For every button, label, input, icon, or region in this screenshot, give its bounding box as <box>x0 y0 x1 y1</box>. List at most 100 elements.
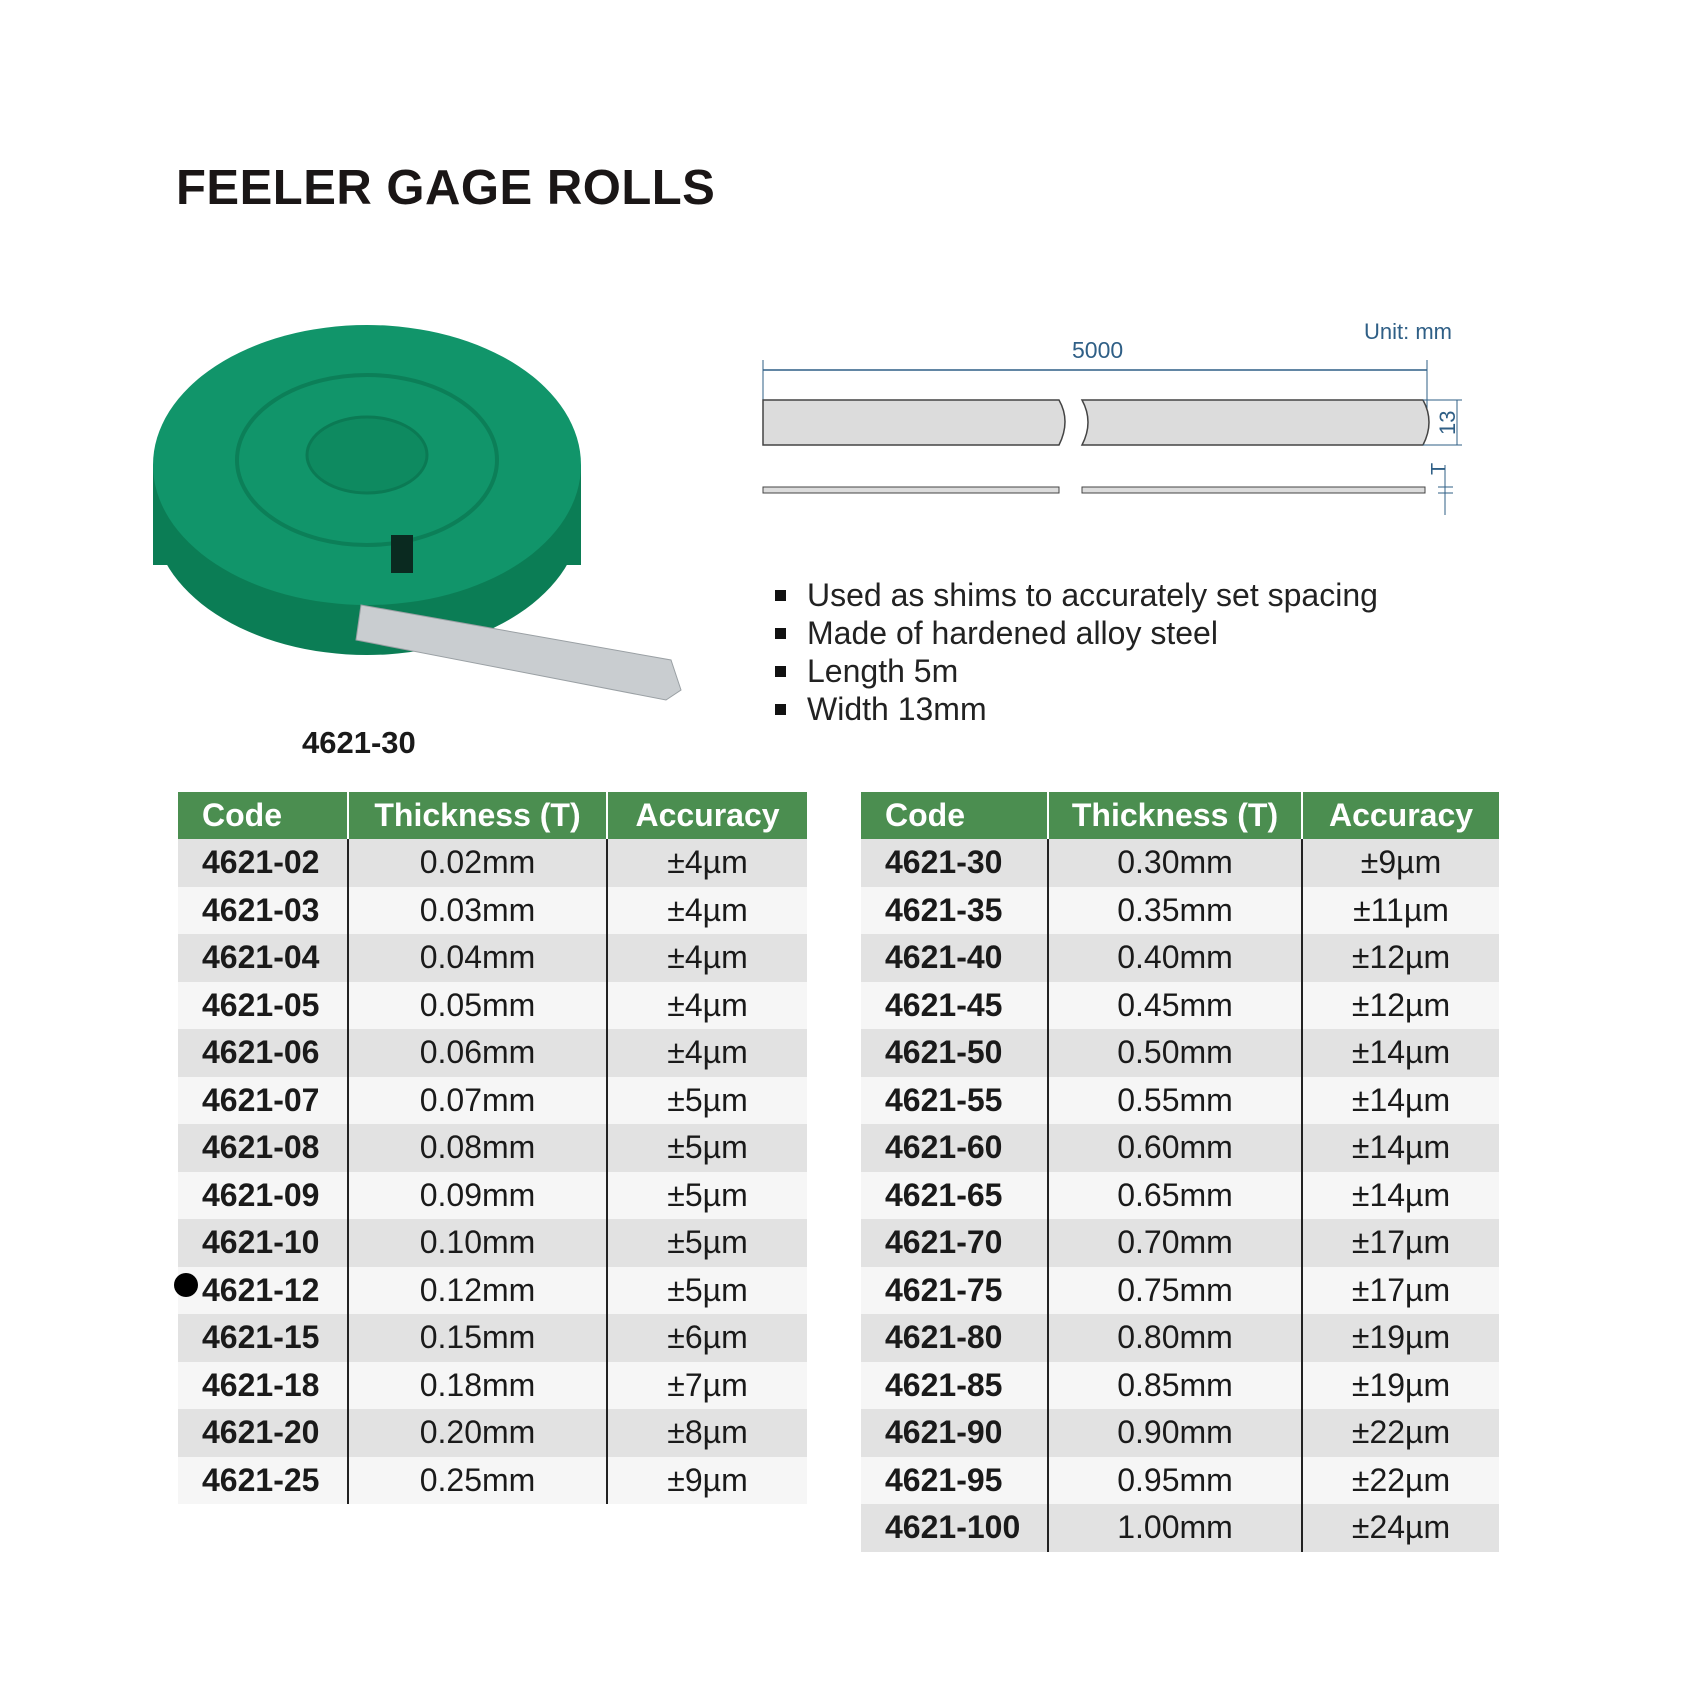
feature-item: Made of hardened alloy steel <box>775 614 1378 652</box>
table-row: 4621-25 0.25mm ±9µm <box>178 1456 807 1504</box>
code-cell: 4621-45 <box>861 981 1049 1029</box>
accuracy-cell: ±5µm <box>607 1076 807 1124</box>
table-row: 4621-05 0.05mm ±4µm <box>178 981 807 1029</box>
thickness-cell: 1.00mm <box>1048 1504 1303 1552</box>
thickness-cell: 0.03mm <box>348 886 608 934</box>
accuracy-cell: ±12µm <box>1302 981 1499 1029</box>
code-cell: 4621-03 <box>178 886 349 934</box>
table-row: 4621-12 0.12mm ±5µm <box>178 1266 807 1314</box>
thickness-cell: 0.45mm <box>1048 981 1303 1029</box>
column-header: Code <box>178 792 349 839</box>
code-cell: 4621-18 <box>178 1361 349 1409</box>
accuracy-cell: ±17µm <box>1302 1219 1499 1267</box>
table-row: 4621-65 0.65mm ±14µm <box>861 1171 1499 1219</box>
code-cell: 4621-35 <box>861 886 1049 934</box>
accuracy-cell: ±22µm <box>1302 1409 1499 1457</box>
thickness-cell: 0.15mm <box>348 1314 608 1362</box>
table-row: 4621-45 0.45mm ±12µm <box>861 981 1499 1029</box>
code-cell: 4621-50 <box>861 1029 1049 1077</box>
code-cell: 4621-100 <box>861 1504 1049 1552</box>
product-caption: 4621-30 <box>302 725 416 760</box>
bullet-icon <box>775 589 786 601</box>
column-header: Thickness (T) <box>348 792 608 839</box>
bullet-icon <box>775 665 786 677</box>
code-cell: 4621-07 <box>178 1076 349 1124</box>
feeler-gage-roll-image <box>153 325 682 701</box>
accuracy-cell: ±19µm <box>1302 1314 1499 1362</box>
code-cell: 4621-10 <box>178 1219 349 1267</box>
code-cell: 4621-65 <box>861 1171 1049 1219</box>
column-header: Thickness (T) <box>1048 792 1303 839</box>
table-row: 4621-04 0.04mm ±4µm <box>178 934 807 982</box>
code-cell: 4621-08 <box>178 1124 349 1172</box>
thickness-cell: 0.08mm <box>348 1124 608 1172</box>
strip-side-view-right <box>1081 486 1426 494</box>
thickness-cell: 0.95mm <box>1048 1456 1303 1504</box>
thickness-cell: 0.05mm <box>348 981 608 1029</box>
page-title: FEELER GAGE ROLLS <box>176 161 716 215</box>
thickness-label: T <box>1428 463 1450 475</box>
accuracy-cell: ±4µm <box>607 981 807 1029</box>
accuracy-cell: ±5µm <box>607 1171 807 1219</box>
table-row: 4621-55 0.55mm ±14µm <box>861 1076 1499 1124</box>
table-row: 4621-02 0.02mm ±4µm <box>178 839 807 887</box>
width-label: 13 <box>1435 411 1460 435</box>
accuracy-cell: ±5µm <box>607 1124 807 1172</box>
table-row: 4621-50 0.50mm ±14µm <box>861 1029 1499 1077</box>
table-row: 4621-40 0.40mm ±12µm <box>861 934 1499 982</box>
table-row: 4621-90 0.90mm ±22µm <box>861 1409 1499 1457</box>
code-cell: 4621-20 <box>178 1409 349 1457</box>
table-row: 4621-85 0.85mm ±19µm <box>861 1361 1499 1409</box>
table-row: 4621-09 0.09mm ±5µm <box>178 1171 807 1219</box>
code-cell: 4621-40 <box>861 934 1049 982</box>
code-cell: 4621-06 <box>178 1029 349 1077</box>
table-row: 4621-100 1.00mm ±24µm <box>861 1504 1499 1552</box>
accuracy-cell: ±17µm <box>1302 1266 1499 1314</box>
feature-item: Width 13mm <box>775 690 1378 728</box>
accuracy-cell: ±6µm <box>607 1314 807 1362</box>
code-cell: 4621-60 <box>861 1124 1049 1172</box>
column-header: Accuracy <box>607 792 807 839</box>
thickness-cell: 0.85mm <box>1048 1361 1303 1409</box>
table-row: 4621-06 0.06mm ±4µm <box>178 1029 807 1077</box>
column-header: Accuracy <box>1302 792 1499 839</box>
thickness-cell: 0.75mm <box>1048 1266 1303 1314</box>
strip-top-view-right <box>1080 399 1430 446</box>
accuracy-cell: ±14µm <box>1302 1171 1499 1219</box>
code-cell: 4621-30 <box>861 839 1049 887</box>
table-row: 4621-75 0.75mm ±17µm <box>861 1266 1499 1314</box>
thickness-cell: 0.09mm <box>348 1171 608 1219</box>
table-header-row: Code Thickness (T) Accuracy <box>861 792 1499 839</box>
thickness-cell: 0.07mm <box>348 1076 608 1124</box>
code-cell: 4621-12 <box>178 1266 349 1314</box>
accuracy-cell: ±11µm <box>1302 886 1499 934</box>
table-row: 4621-08 0.08mm ±5µm <box>178 1124 807 1172</box>
thickness-cell: 0.04mm <box>348 934 608 982</box>
thickness-cell: 0.60mm <box>1048 1124 1303 1172</box>
thickness-cell: 0.70mm <box>1048 1219 1303 1267</box>
code-cell: 4621-55 <box>861 1076 1049 1124</box>
code-cell: 4621-15 <box>178 1314 349 1362</box>
accuracy-cell: ±5µm <box>607 1266 807 1314</box>
table-row: 4621-10 0.10mm ±5µm <box>178 1219 807 1267</box>
length-label: 5000 <box>1072 337 1123 363</box>
table-row: 4621-07 0.07mm ±5µm <box>178 1076 807 1124</box>
thickness-cell: 0.10mm <box>348 1219 608 1267</box>
accuracy-cell: ±14µm <box>1302 1124 1499 1172</box>
code-cell: 4621-85 <box>861 1361 1049 1409</box>
feature-list: Used as shims to accurately set spacing … <box>775 576 1378 728</box>
table-row: 4621-20 0.20mm ±8µm <box>178 1409 807 1457</box>
table-row: 4621-95 0.95mm ±22µm <box>861 1456 1499 1504</box>
thickness-cell: 0.90mm <box>1048 1409 1303 1457</box>
feature-item: Length 5m <box>775 652 1378 690</box>
dimension-diagram: Unit: mm 5000 13 T <box>762 319 1462 515</box>
accuracy-cell: ±24µm <box>1302 1504 1499 1552</box>
strip-side-view-left <box>762 486 1060 494</box>
table-row: 4621-15 0.15mm ±6µm <box>178 1314 807 1362</box>
code-cell: 4621-90 <box>861 1409 1049 1457</box>
code-cell: 4621-75 <box>861 1266 1049 1314</box>
accuracy-cell: ±14µm <box>1302 1076 1499 1124</box>
table-header-row: Code Thickness (T) Accuracy <box>178 792 807 839</box>
code-cell: 4621-25 <box>178 1456 349 1504</box>
accuracy-cell: ±8µm <box>607 1409 807 1457</box>
